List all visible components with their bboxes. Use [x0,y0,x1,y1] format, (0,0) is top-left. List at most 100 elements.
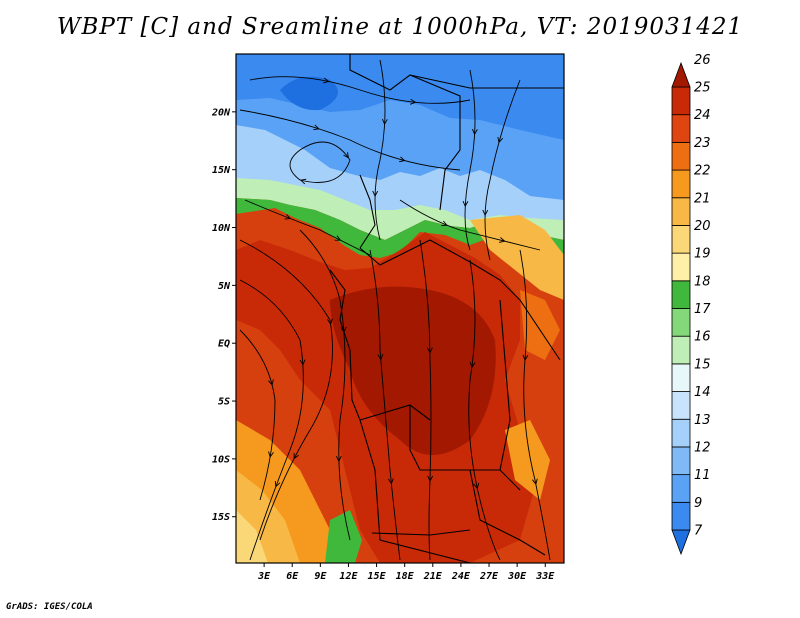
colorbar-label: 14 [694,385,711,400]
streamline-arrow [410,98,417,105]
footer-credit: GrADS: IGES/COLA [6,602,93,612]
streamline-arrow [299,359,306,366]
streamline-arrow [299,178,307,185]
lon-tick-label: 12E [339,571,358,582]
colorbar-bin [671,114,691,143]
map-frame [235,53,565,564]
wbpt-zone-18-south [325,510,362,563]
wbpt-zone-9 [236,54,564,140]
streamline-arrow [427,475,434,482]
colorbar-label: 20 [694,219,711,234]
colorbar-bin [671,446,691,476]
colorbar-bin [671,169,691,199]
streamline-arrow [482,209,489,217]
streamline-arrow [377,354,384,361]
streamline-arrow [274,480,281,488]
colorbar-label: 16 [694,330,711,345]
lat-tick-label: EQ [218,339,230,350]
colorbar-bin [671,391,691,420]
streamline-arrow [522,354,529,362]
streamline-arrow [293,452,299,460]
colorbar-bin [671,335,691,365]
colorbar-bin [671,86,691,116]
lon-tick-label: 30E [507,571,527,582]
lat-tick-label: 5S [218,397,230,408]
streamline-arrow [327,318,333,325]
colorbar-bin [671,61,691,88]
colorbar-bin [671,418,691,448]
map-panel [236,54,564,563]
lat-tick-label: 15S [212,512,230,523]
colorbar-bin [671,363,691,392]
streamline-arrow [471,128,478,136]
streamline-arrow [497,136,504,144]
wbpt-zone-18 [236,198,564,258]
longitude-axis: 3E 6E 9E 12E 15E 18E 21E 24E 27E 30E 33E [257,563,555,582]
colorbar-label: 24 [694,108,711,123]
wbpt-zone-23-east [520,290,560,360]
colorbar-bin [671,225,691,254]
lon-tick-label: 33E [535,571,555,582]
lon-tick-label: 3E [257,571,271,582]
streamline-arrow [313,124,320,131]
colorbar-label: 11 [694,468,711,483]
wbpt-zone-20 [236,510,268,563]
streamline-arrow [268,379,274,386]
colorbar-bin [671,529,691,556]
streamline-arrow [473,482,480,490]
colorbar-bin [671,141,691,171]
colorbar-bin [671,252,691,282]
wbpt-zone-21-east [470,215,564,300]
latitude-axis: 20N 15N 10N 5N EQ 5S 10S 15S [211,107,236,523]
colorbar-label: 13 [694,413,711,428]
lon-tick-label: 15E [368,571,387,582]
colorbar-bin [671,308,691,337]
colorbar-bin [671,280,691,309]
streamline-arrow [387,478,394,485]
lon-tick-label: 27E [479,571,499,582]
colorbar-label: 21 [694,191,711,206]
streamline-arrow [335,455,342,463]
wbpt-zone-7 [280,76,338,111]
colorbar-label: 9 [694,496,702,511]
lon-tick-label: 21E [423,571,443,582]
lon-tick-label: 18E [396,571,415,582]
streamline-arrow [462,200,469,208]
lat-tick-label: 10N [212,223,231,234]
streamline-arrow [399,156,406,163]
streamlines [239,59,551,561]
chart-title: WBPT [C] and Sreamline at 1000hPa, VT: 2… [56,14,744,40]
colorbar-label: 25 [694,81,711,96]
streamline-arrow [469,361,476,369]
streamline-arrow [381,118,388,126]
streamline-arrow [441,220,448,227]
streamline-arrow [343,152,349,159]
colorbar-label: 23 [694,136,711,151]
colorbar-label: 7 [694,524,703,539]
colorbar-label: 26 [694,53,711,68]
lon-tick-label: 24E [451,571,471,582]
lon-tick-label: 9E [314,571,327,582]
streamline-arrow [323,77,330,84]
colorbar-bin [671,197,691,226]
colorbar: 7 9 11 12 13 14 15 16 17 18 19 20 21 22 23 24 25 26 [671,53,711,556]
colorbar-label: 22 [694,164,711,179]
streamline-arrow [532,478,538,486]
lon-tick-label: 6E [286,571,299,582]
colorbar-label: 17 [694,302,711,317]
colorbar-bin [671,501,691,531]
lat-tick-label: 5N [218,281,231,292]
colorbar-label: 15 [694,357,711,372]
streamline-arrow [334,235,342,241]
colorbar-bin [671,474,691,503]
streamline-arrow [284,214,292,220]
colorbar-label: 12 [694,440,711,455]
wbpt-zone-22-east [505,420,550,500]
lat-tick-label: 20N [211,107,231,118]
colorbar-label: 18 [694,274,711,289]
streamline-arrow [427,347,433,354]
wbpt-zone-26 [330,286,496,455]
streamline-arrow [268,451,274,458]
streamline-arrow [499,237,506,243]
